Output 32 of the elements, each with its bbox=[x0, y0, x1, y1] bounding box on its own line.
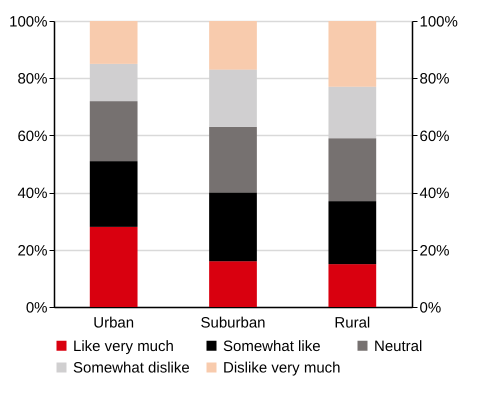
y-tick-label: 40% bbox=[17, 185, 48, 202]
y2-tick-label: 100% bbox=[420, 14, 458, 30]
bar bbox=[328, 264, 376, 307]
legend-label: Somewhat dislike bbox=[73, 360, 190, 376]
bar bbox=[90, 101, 138, 162]
bar bbox=[328, 21, 376, 87]
bar bbox=[209, 261, 257, 307]
bar bbox=[90, 226, 138, 307]
y-tick-label: 100% bbox=[9, 14, 48, 30]
y-tick-label: 20% bbox=[17, 242, 48, 260]
x-tick-label: Rural bbox=[334, 314, 370, 332]
x-tick-label: Suburban bbox=[200, 314, 266, 332]
bar bbox=[328, 138, 376, 202]
legend-label: Neutral bbox=[374, 338, 422, 355]
y-tick-label: 60% bbox=[17, 128, 48, 145]
bar bbox=[209, 126, 257, 193]
bar bbox=[328, 201, 376, 264]
x-tick-label: Urban bbox=[93, 314, 134, 332]
y2-tick-label: 0% bbox=[420, 300, 442, 316]
legend-label: Somewhat like bbox=[223, 338, 321, 355]
y-tick-label: 80% bbox=[17, 70, 48, 88]
y-tick-label: 0% bbox=[26, 300, 48, 316]
y2-tick-label: 60% bbox=[420, 128, 450, 145]
bar bbox=[90, 21, 138, 64]
y2-tick-label: 80% bbox=[420, 70, 450, 88]
y2-tick-label: 40% bbox=[420, 185, 450, 202]
legend-label: Dislike very much bbox=[223, 360, 341, 376]
bar bbox=[209, 21, 257, 70]
y2-tick-label: 20% bbox=[420, 242, 450, 260]
bar bbox=[209, 192, 257, 262]
legend-label: Like very much bbox=[73, 338, 174, 355]
bar bbox=[90, 161, 138, 227]
